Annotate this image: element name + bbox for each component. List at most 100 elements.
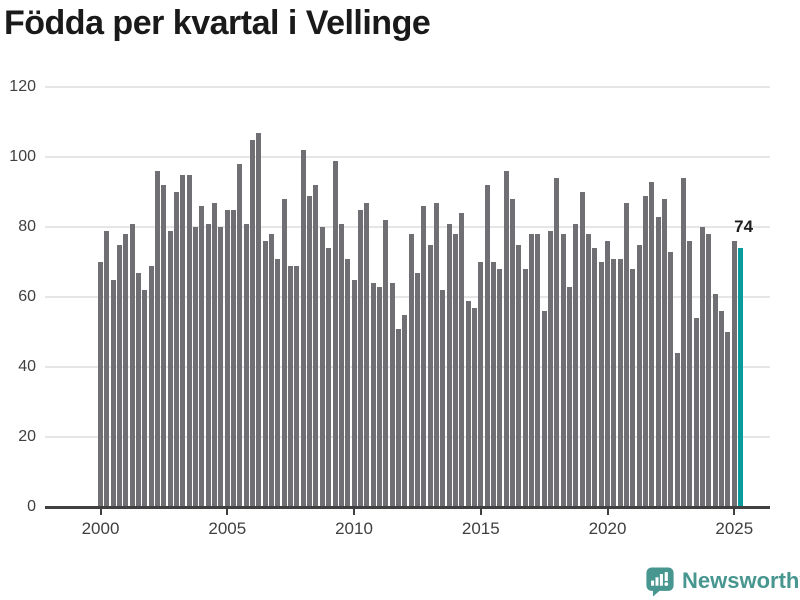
x-axis-label-2005: 2005: [208, 519, 247, 538]
x-axis-label-2025: 2025: [715, 519, 754, 538]
bar-2022Q1: [655, 216, 661, 507]
x-axis-label-2010: 2010: [335, 519, 373, 538]
bar-2018Q1: [554, 178, 560, 507]
y-axis-label-120: 120: [9, 78, 36, 95]
bar-2023Q4: [700, 227, 706, 507]
brand-footer: Newsworthy: [645, 564, 800, 598]
bar-2016Q3: [516, 244, 522, 507]
bar-2013Q1: [427, 244, 433, 507]
bar-2006Q2: [256, 132, 262, 507]
bar-2000Q1: [98, 262, 103, 507]
bar-2011Q4: [395, 328, 401, 507]
bar-2003Q1: [174, 192, 180, 507]
bar-2020Q1: [605, 241, 611, 507]
bar-2018Q4: [573, 223, 579, 507]
bar-2014Q3: [465, 300, 471, 507]
bar-2025Q1: [731, 241, 737, 507]
bar-2004Q3: [212, 202, 218, 507]
bar-2022Q3: [668, 251, 674, 507]
gridline-y80: [45, 226, 770, 228]
bar-2017Q4: [548, 230, 553, 507]
bar-2021Q4: [649, 181, 655, 507]
x-axis-line: [45, 506, 770, 509]
bar-2024Q1: [706, 234, 712, 507]
bar-2023Q2: [687, 241, 693, 507]
bar-2008Q3: [313, 185, 319, 507]
bar-2015Q2: [484, 185, 490, 507]
bar-2024Q2: [712, 293, 718, 507]
bar-2006Q3: [262, 241, 268, 507]
bar-2010Q1: [351, 279, 357, 507]
x-axis-label-2020: 2020: [588, 519, 627, 538]
bar-2004Q1: [199, 206, 205, 507]
bar-2020Q2: [611, 258, 617, 507]
bar-2018Q3: [567, 286, 572, 507]
bar-2012Q3: [414, 272, 420, 507]
bar-2023Q1: [681, 178, 687, 507]
bar-2016Q4: [522, 269, 528, 507]
newsworthy-logo-icon: [645, 566, 675, 597]
bar-2003Q3: [186, 174, 192, 507]
bar-2024Q3: [719, 311, 725, 507]
y-axis-label-20: 20: [18, 428, 36, 445]
x-axis-label-2000: 2000: [81, 519, 120, 538]
bar-2015Q3: [490, 262, 496, 507]
y-axis-label-100: 100: [9, 148, 36, 165]
bar-2009Q1: [326, 248, 332, 507]
bar-2019Q4: [598, 262, 604, 507]
bar-2015Q4: [497, 269, 503, 507]
bar-2003Q2: [180, 174, 186, 507]
gridline-y20: [45, 436, 770, 438]
bar-2011Q3: [389, 283, 395, 507]
brand-name: Newsworthy: [682, 568, 800, 593]
bar-2003Q4: [193, 227, 199, 507]
bar-2024Q4: [725, 332, 731, 507]
bar-2020Q3: [617, 258, 623, 507]
bar-2014Q4: [471, 307, 477, 507]
bar-2008Q1: [300, 150, 306, 507]
bar-2004Q2: [205, 223, 211, 507]
y-axis-label-40: 40: [18, 358, 36, 375]
bar-2001Q3: [136, 272, 142, 507]
bar-2006Q1: [250, 139, 256, 507]
y-axis-label-80: 80: [18, 218, 36, 235]
bar-2019Q1: [579, 192, 585, 507]
x-tick-2015: [479, 509, 482, 515]
bar-2009Q4: [345, 258, 351, 507]
bar-2021Q2: [636, 244, 642, 507]
bar-2005Q4: [243, 223, 249, 507]
x-tick-2020: [606, 509, 609, 515]
bar-2021Q3: [643, 195, 649, 507]
bar-2011Q1: [376, 286, 382, 507]
bar-2014Q1: [452, 234, 458, 507]
x-tick-2005: [226, 509, 229, 515]
bar-2006Q4: [269, 234, 275, 507]
bar-2021Q1: [630, 269, 636, 507]
bar-2022Q2: [662, 199, 668, 507]
bar-2009Q3: [338, 223, 344, 507]
bar-2010Q3: [364, 202, 370, 507]
bar-2013Q3: [440, 290, 446, 507]
bar-2023Q3: [693, 318, 699, 507]
x-tick-2025: [733, 509, 736, 515]
gridline-y100: [45, 156, 770, 158]
bar-2010Q2: [357, 209, 363, 507]
bar-2000Q3: [110, 279, 116, 507]
bar-2016Q2: [509, 199, 515, 507]
bar-2008Q2: [307, 195, 313, 507]
bar-2012Q1: [402, 314, 408, 507]
bar-2017Q2: [535, 234, 541, 507]
bar-2015Q1: [478, 262, 484, 507]
bar-2005Q3: [237, 164, 243, 507]
x-tick-2010: [353, 509, 355, 515]
bar-2007Q3: [288, 265, 294, 507]
y-axis-label-0: 0: [27, 498, 36, 515]
bar-2013Q4: [446, 223, 452, 507]
bar-2020Q4: [624, 202, 630, 507]
bar-2012Q4: [421, 206, 427, 507]
bar-2002Q3: [161, 185, 167, 507]
bar-2005Q2: [231, 209, 237, 507]
bar-2002Q2: [155, 171, 161, 507]
bar-2009Q2: [332, 160, 338, 507]
